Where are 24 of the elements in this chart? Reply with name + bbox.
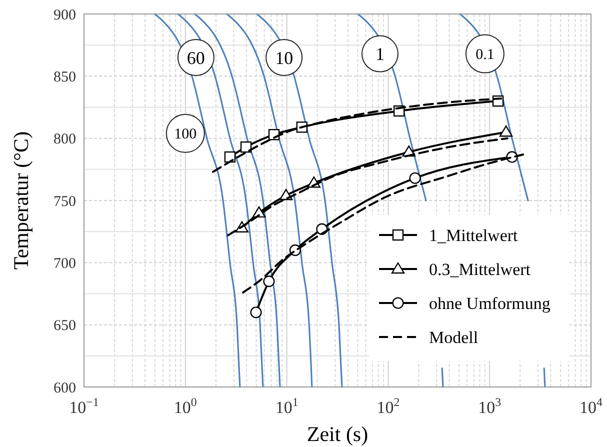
y-tick-label: 800 — [54, 132, 76, 148]
y-tick-label: 900 — [54, 7, 76, 24]
annotation: 0.1 — [476, 47, 494, 64]
annotation: 10 — [275, 48, 294, 68]
legend-label: 1_Mittelwert — [429, 226, 518, 245]
y-tick-label: 600 — [54, 380, 76, 396]
annotation: 60 — [186, 48, 205, 68]
annotation: 100 — [174, 126, 197, 143]
x-tick-label: 10$^{4}$ — [580, 395, 603, 417]
legend-label: Modell — [429, 328, 478, 347]
annotation: 1 — [375, 44, 384, 64]
x-tick-label: 10$^{0}$ — [174, 395, 197, 417]
y-tick-label: 650 — [54, 318, 76, 334]
x-axis-title: Zeit (s) — [306, 422, 368, 446]
y-axis-title: Temperatur (°C) — [9, 131, 33, 270]
y-tick-label: 700 — [54, 256, 76, 272]
legend-label: ohne Umformung — [429, 294, 551, 313]
y-tick-label: 750 — [54, 194, 76, 210]
x-tick-label: 10$^{3}$ — [478, 395, 502, 417]
x-tick-label: 10$^{2}$ — [376, 395, 400, 417]
x-tick-label: 10$^{1}$ — [275, 395, 298, 417]
x-tick-label: 10$^{−1}$ — [69, 395, 99, 417]
legend-label: 0.3_Mittelwert — [429, 260, 531, 279]
y-tick-label: 850 — [54, 69, 76, 86]
